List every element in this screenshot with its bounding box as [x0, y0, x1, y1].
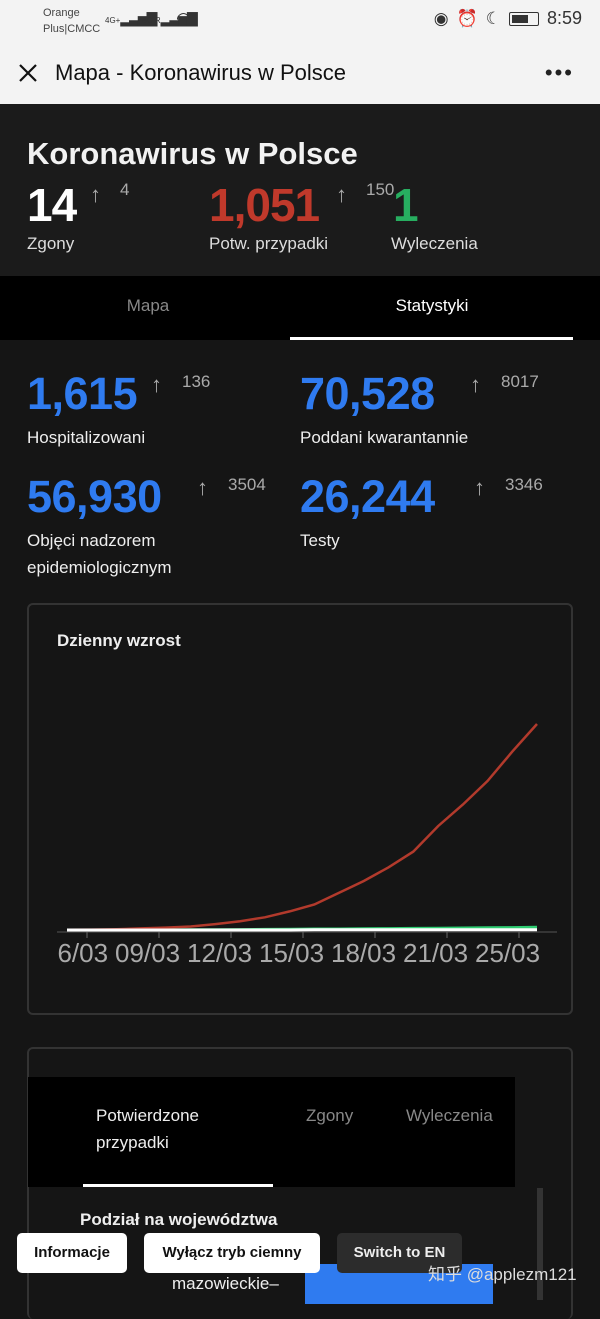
stat-value: 56,930: [27, 471, 162, 523]
summary-panel: Koronawirus w Polsce 14 ↑ 4 Zgony 1,051 …: [0, 104, 600, 276]
battery-icon: [509, 12, 539, 26]
chart-title: Dzienny wzrost: [57, 631, 181, 651]
chart-card: Dzienny wzrost 06/0309/0312/0315/0318/03…: [27, 603, 573, 1015]
eye-icon: ◉: [434, 9, 449, 29]
stat-value: 70,528: [300, 368, 435, 420]
series-line-0: [67, 724, 537, 930]
stat-label: Poddani kwarantannie: [300, 424, 560, 451]
stat-value: 26,244: [300, 471, 435, 523]
stat-surveillance: 56,930 ↑ 3504 Objęci nadzorem epidemiolo…: [27, 471, 162, 523]
stat-label: Wyleczenia: [391, 234, 478, 254]
more-icon[interactable]: •••: [545, 60, 574, 86]
x-tick-label: 21/03: [403, 938, 468, 968]
tab-map[interactable]: Mapa: [3, 276, 293, 340]
dark-mode-toggle-button[interactable]: Wyłącz tryb ciemny: [144, 1233, 320, 1273]
tab-stats[interactable]: Statystyki: [287, 276, 577, 340]
x-tick-label: 12/03: [187, 938, 252, 968]
tab-indicator: [83, 1184, 273, 1187]
stat-value: 1,051: [209, 178, 319, 232]
arrow-up-icon: ↑: [151, 372, 162, 398]
stat-label: Objęci nadzorem epidemiologicznym: [27, 527, 227, 581]
close-icon[interactable]: [16, 61, 40, 85]
region-label: mazowieckie–: [172, 1274, 279, 1294]
status-bar-right: ◉ ⏰ ☾ 8:59: [434, 8, 582, 29]
arrow-up-icon: ↑: [197, 475, 208, 501]
stat-value: 1: [393, 178, 418, 232]
stat-hospitalized: 1,615 ↑ 136 Hospitalizowani: [27, 368, 137, 420]
page-title: Koronawirus w Polsce: [27, 136, 358, 172]
x-tick-label: 18/03: [331, 938, 396, 968]
stat-label: Zgony: [27, 234, 74, 254]
stat-label: Potw. przypadki: [209, 234, 328, 254]
tab-recovered[interactable]: Wyleczenia: [406, 1102, 493, 1129]
stat-recovered: 1 Wyleczenia: [391, 178, 418, 232]
stat-delta: 4: [120, 180, 129, 200]
stat-delta: 3346: [505, 475, 543, 495]
app-title: Mapa - Koronawirus w Polsce: [55, 60, 346, 86]
status-bar: Orange Plus|CMCC 4G+▂▃▅▇ 4G R▂▃▅▇ ◠ ◉ ⏰ …: [0, 0, 600, 44]
info-button[interactable]: Informacje: [17, 1233, 127, 1273]
main-tabs: Mapa Statystyki: [0, 276, 600, 340]
arrow-up-icon: ↑: [474, 475, 485, 501]
watermark: 知乎 @applezm121: [428, 1260, 577, 1285]
stat-label: Testy: [300, 527, 560, 554]
app-bar: Mapa - Koronawirus w Polsce •••: [0, 44, 600, 104]
x-tick-label: 06/03: [57, 938, 108, 968]
arrow-up-icon: ↑: [470, 372, 481, 398]
carrier-label: Orange Plus|CMCC: [43, 5, 100, 37]
x-tick-label: 25/03: [475, 938, 540, 968]
tab-confirmed[interactable]: Potwierdzone przypadki: [96, 1102, 236, 1156]
stat-value: 14: [27, 178, 76, 232]
wifi-icon: ◠: [176, 9, 191, 29]
region-title: Podział na województwa: [80, 1210, 277, 1230]
tab-deaths[interactable]: Zgony: [306, 1102, 353, 1129]
moon-icon: ☾: [486, 9, 501, 29]
arrow-up-icon: ↑: [336, 182, 347, 208]
x-tick-label: 15/03: [259, 938, 324, 968]
breakdown-tabs: Potwierdzone przypadki Zgony Wyleczenia: [28, 1077, 515, 1187]
stat-deaths: 14 ↑ 4 Zgony: [27, 178, 76, 232]
stat-value: 1,615: [27, 368, 137, 420]
arrow-up-icon: ↑: [90, 182, 101, 208]
stat-delta: 8017: [501, 372, 539, 392]
stat-delta: 136: [182, 372, 210, 392]
tab-indicator: [290, 337, 573, 340]
stat-quarantine: 70,528 ↑ 8017 Poddani kwarantannie: [300, 368, 435, 420]
clock: 8:59: [547, 8, 582, 29]
stat-delta: 3504: [228, 475, 266, 495]
stat-tests: 26,244 ↑ 3346 Testy: [300, 471, 435, 523]
alarm-icon: ⏰: [457, 9, 478, 29]
stat-label: Hospitalizowani: [27, 424, 277, 451]
stat-confirmed: 1,051 ↑ 150 Potw. przypadki: [209, 178, 319, 232]
x-tick-label: 09/03: [115, 938, 180, 968]
